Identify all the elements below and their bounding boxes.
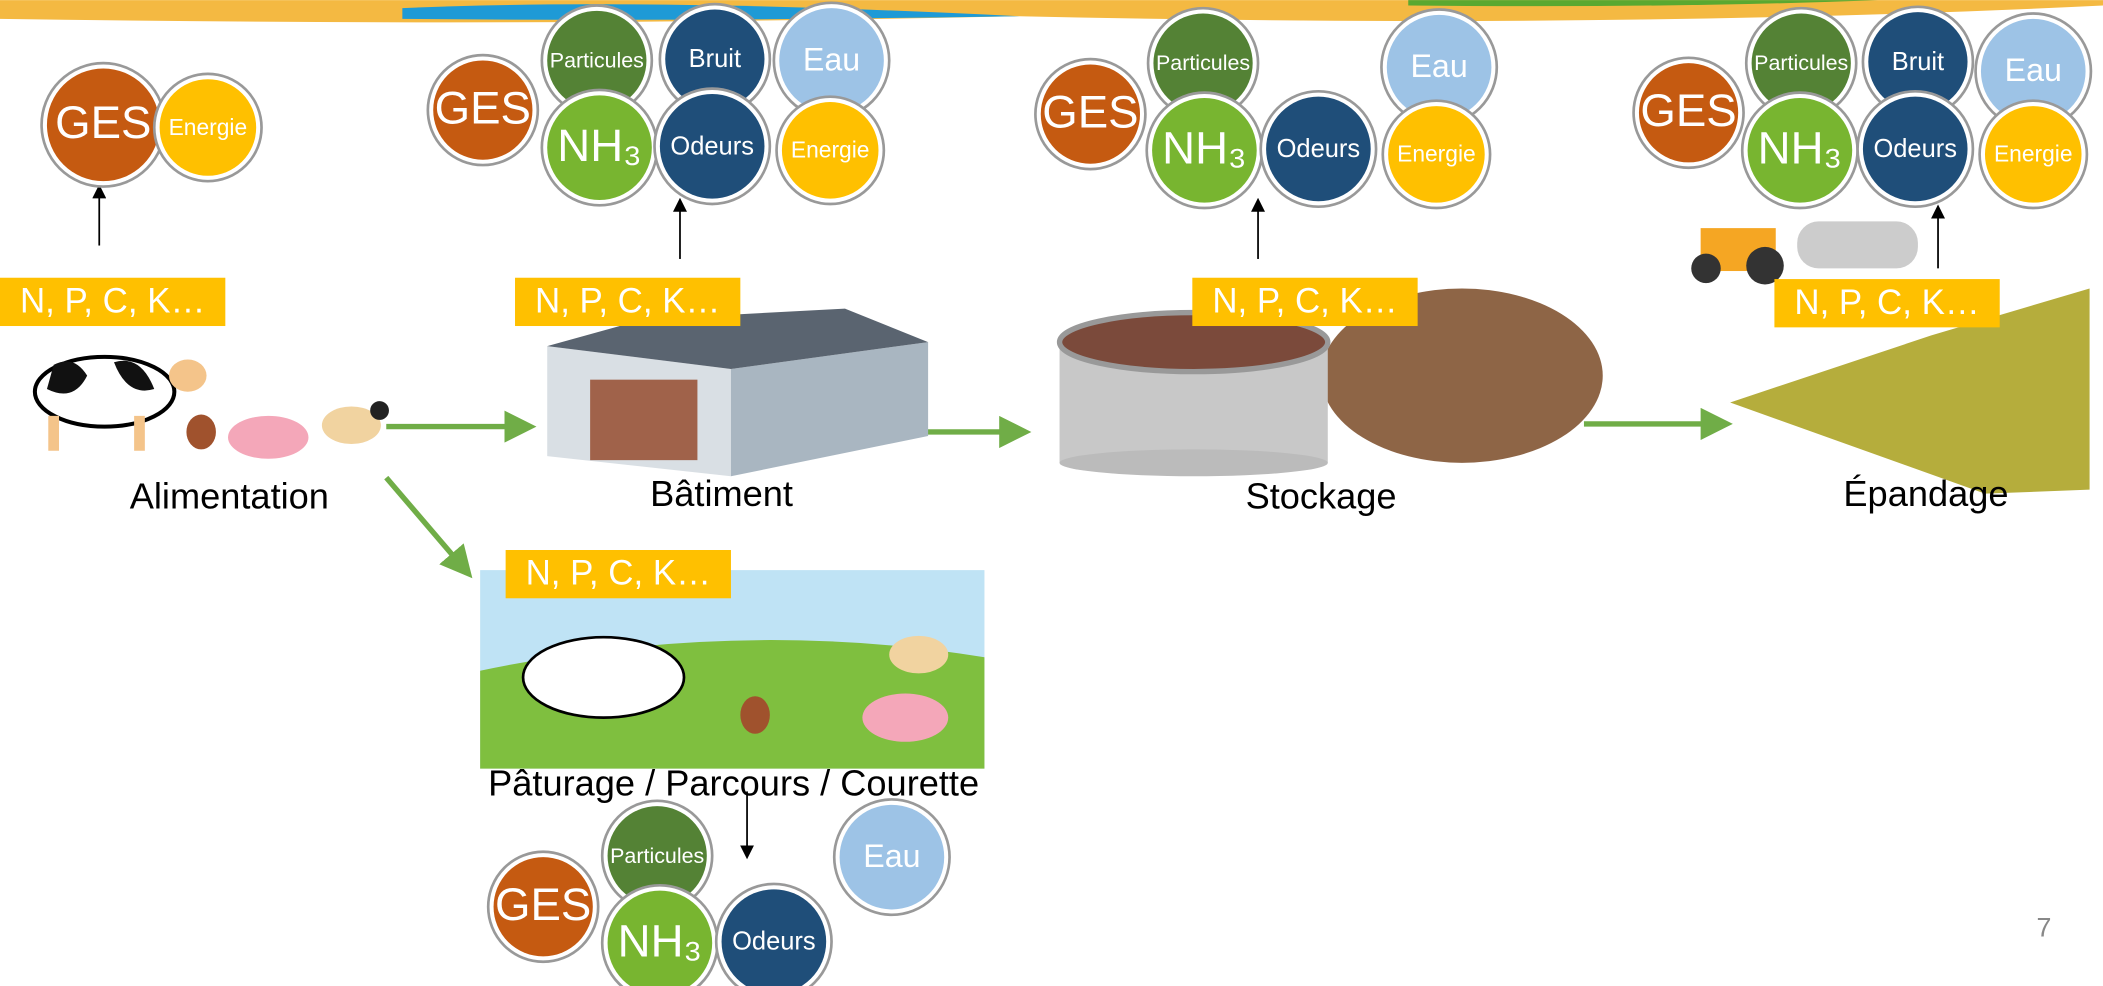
emission-label: Energie (1994, 141, 2073, 167)
emission-label: Eau (863, 838, 920, 874)
stage-label: Bâtiment (650, 473, 793, 514)
nutrient-badge-text: N, P, C, K… (1794, 283, 1979, 322)
stage-label: Alimentation (130, 476, 329, 517)
emission-label: NH₃ (1162, 123, 1246, 174)
emission-circle: GES (1634, 58, 1744, 168)
emission-label: NH₃ (618, 915, 702, 966)
pasture-illustration (480, 570, 984, 768)
emission-arrows (99, 188, 1938, 856)
emission-circle: NH₃ (602, 885, 717, 986)
emission-label: Eau (803, 41, 860, 77)
nutrient-badge-text: N, P, C, K… (20, 281, 205, 320)
emission-circle: GES (488, 852, 598, 962)
emission-circle: Energie (154, 74, 261, 181)
emission-circle: Odeurs (1858, 91, 1973, 206)
emission-label: Eau (1410, 48, 1467, 84)
nutrient-badge-text: N, P, C, K… (526, 554, 711, 593)
emission-circle: GES (1035, 59, 1145, 169)
emission-circle: Odeurs (1261, 91, 1376, 206)
emission-circle: NH₃ (542, 90, 657, 205)
stage-label: Pâturage / Parcours / Courette (488, 763, 979, 804)
emission-circle: Odeurs (655, 89, 770, 204)
emission-label: NH₃ (557, 120, 641, 171)
nutrient-badge-text: N, P, C, K… (535, 281, 720, 320)
emission-label: Energie (169, 114, 248, 140)
emission-label: Odeurs (1873, 135, 1957, 163)
emission-circle: GES (428, 55, 538, 165)
emission-circle: Energie (777, 97, 884, 204)
emission-label: NH₃ (1758, 123, 1842, 174)
emission-label: GES (435, 82, 531, 133)
emission-circle: Energie (1980, 101, 2087, 208)
emission-label: Energie (1397, 141, 1476, 167)
emission-circle: GES (42, 63, 165, 186)
emission-label: Bruit (1892, 48, 1944, 76)
emission-circle: NH₃ (1742, 93, 1857, 208)
page-number: 7 (2037, 913, 2052, 943)
emission-label: GES (1042, 86, 1138, 137)
emission-label: Odeurs (1277, 135, 1361, 163)
emission-circle: Eau (834, 799, 949, 914)
emission-label: Particules (1156, 51, 1250, 75)
animals-illustration (35, 357, 389, 459)
emission-label: GES (55, 97, 151, 148)
emission-label: Particules (610, 844, 704, 868)
emission-label: GES (1640, 85, 1736, 136)
emission-circle: NH₃ (1147, 93, 1262, 208)
stage-label: Stockage (1246, 476, 1397, 517)
emission-label: Particules (1754, 51, 1848, 75)
emission-label: Energie (791, 137, 870, 163)
emission-label: Odeurs (670, 132, 754, 160)
field-illustration (1691, 221, 2089, 493)
building-illustration (547, 309, 928, 477)
page: {"stages": [ {"label": "Alimentation", "… (0, 0, 2103, 986)
emission-circle: Energie (1383, 101, 1490, 208)
emission-circle: Odeurs (716, 884, 831, 986)
emission-label: Particules (550, 48, 644, 72)
stage-label: Épandage (1843, 473, 2008, 514)
slide: N, P, C, K… Alimentation GES Energie N, P, C… (0, 0, 2103, 986)
emission-label: Bruit (689, 45, 741, 73)
emission-label: Odeurs (732, 928, 816, 956)
emission-label: Eau (2005, 52, 2062, 88)
nutrient-badge-text: N, P, C, K… (1212, 281, 1397, 320)
emission-label: GES (495, 879, 591, 930)
